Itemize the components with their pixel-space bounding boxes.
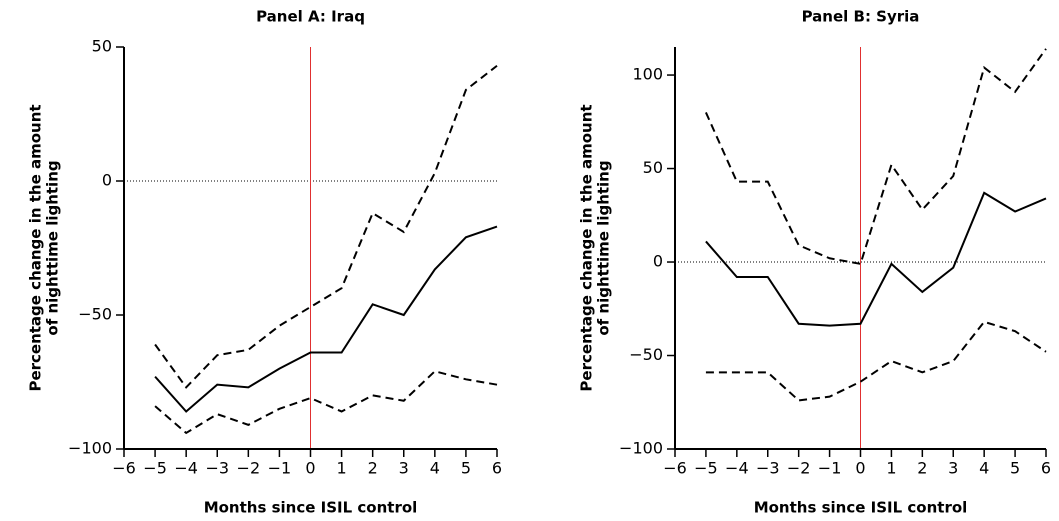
y-tick-label: 50 bbox=[92, 37, 112, 56]
x-tick-label: −2 bbox=[237, 459, 261, 478]
x-tick-label: −5 bbox=[694, 459, 718, 478]
y-axis-label: of nighttime lighting bbox=[44, 160, 62, 335]
y-axis-label: Percentage change in the amount bbox=[27, 104, 45, 391]
x-tick-label: 4 bbox=[979, 459, 989, 478]
y-axis-label: Percentage change in the amount bbox=[578, 104, 596, 391]
x-tick-label: 1 bbox=[336, 459, 346, 478]
x-axis-label: Months since ISIL control bbox=[204, 499, 418, 517]
x-tick-label: 6 bbox=[1041, 459, 1051, 478]
y-tick-label: 100 bbox=[632, 65, 663, 84]
x-tick-label: −1 bbox=[268, 459, 292, 478]
x-tick-label: −6 bbox=[663, 459, 687, 478]
x-tick-label: −6 bbox=[112, 459, 136, 478]
y-tick-label: 50 bbox=[643, 158, 663, 177]
panel-title: Panel B: Syria bbox=[802, 8, 920, 26]
data-line bbox=[705, 48, 1047, 266]
x-tick-label: 0 bbox=[855, 459, 865, 478]
y-axis-label: of nighttime lighting bbox=[595, 160, 613, 335]
x-tick-label: −3 bbox=[756, 459, 780, 478]
y-tick-label: −100 bbox=[619, 439, 663, 458]
x-tick-label: 5 bbox=[1010, 459, 1020, 478]
y-tick-label: −100 bbox=[68, 439, 112, 458]
x-tick-label: 4 bbox=[430, 459, 440, 478]
x-tick-label: 2 bbox=[917, 459, 927, 478]
x-tick-label: −2 bbox=[787, 459, 811, 478]
x-axis-label: Months since ISIL control bbox=[754, 499, 968, 517]
x-tick-label: −4 bbox=[174, 459, 198, 478]
data-line bbox=[154, 225, 498, 413]
x-tick-label: 3 bbox=[948, 459, 958, 478]
panel-title: Panel A: Iraq bbox=[256, 8, 365, 26]
data-line bbox=[705, 191, 1047, 327]
x-tick-label: 0 bbox=[305, 459, 315, 478]
x-tick-label: 6 bbox=[492, 459, 502, 478]
y-tick-label: −50 bbox=[78, 305, 112, 324]
x-tick-label: 3 bbox=[399, 459, 409, 478]
x-tick-label: 5 bbox=[461, 459, 471, 478]
y-tick-label: 0 bbox=[653, 252, 663, 271]
y-tick-label: −50 bbox=[629, 345, 663, 364]
data-line bbox=[705, 320, 1047, 402]
x-tick-label: 2 bbox=[368, 459, 378, 478]
data-line bbox=[154, 370, 498, 435]
x-tick-label: −3 bbox=[205, 459, 229, 478]
x-tick-label: 1 bbox=[886, 459, 896, 478]
y-tick-label: 0 bbox=[102, 171, 112, 190]
x-tick-label: −1 bbox=[818, 459, 842, 478]
data-line bbox=[154, 64, 498, 389]
x-tick-label: −4 bbox=[725, 459, 749, 478]
x-tick-label: −5 bbox=[143, 459, 167, 478]
